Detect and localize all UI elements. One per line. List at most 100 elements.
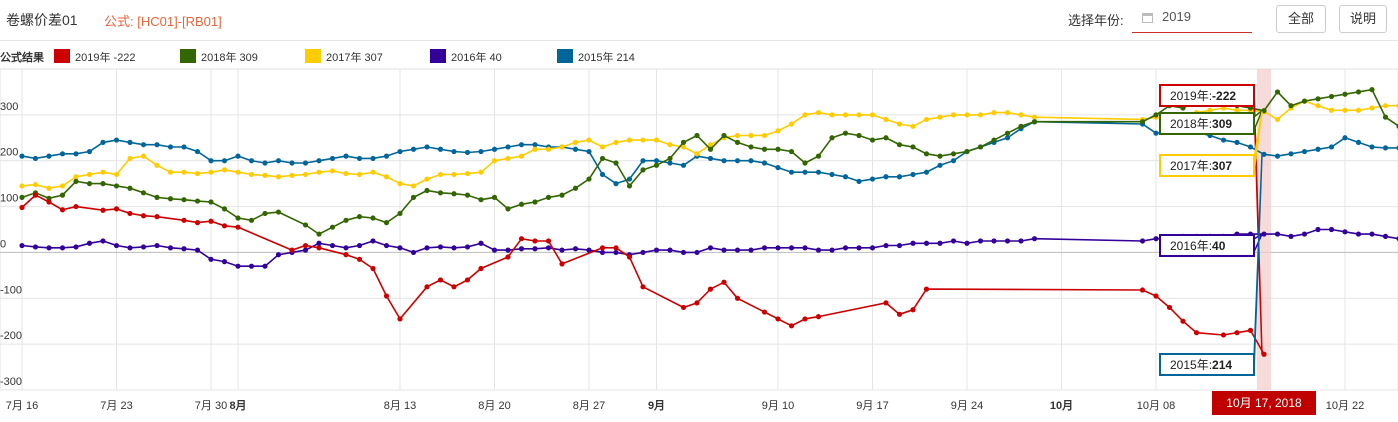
data-point bbox=[680, 249, 687, 256]
data-point bbox=[586, 148, 592, 155]
tooltip-box bbox=[1159, 112, 1255, 135]
data-point bbox=[640, 284, 646, 290]
x-tick-label: 8月 13 bbox=[384, 400, 416, 412]
data-point bbox=[221, 223, 228, 229]
legend-title: 公式结果 bbox=[0, 50, 44, 64]
data-point bbox=[518, 246, 525, 252]
data-point bbox=[680, 144, 687, 150]
help-button[interactable]: 说明 bbox=[1339, 5, 1387, 33]
data-point bbox=[734, 158, 741, 164]
crosshair-date-label: 10月 17, 2018 bbox=[1212, 391, 1316, 415]
data-point bbox=[505, 254, 511, 260]
data-point bbox=[1031, 119, 1038, 125]
data-point bbox=[829, 135, 835, 141]
data-point bbox=[437, 171, 444, 178]
data-point bbox=[532, 142, 538, 148]
data-point bbox=[437, 277, 444, 283]
data-point bbox=[559, 247, 565, 253]
data-point bbox=[383, 242, 390, 249]
data-point bbox=[707, 146, 714, 152]
data-point bbox=[923, 169, 930, 175]
data-point bbox=[1018, 112, 1024, 118]
data-point bbox=[424, 187, 430, 194]
year-picker[interactable]: 2019 bbox=[1132, 6, 1252, 33]
data-point bbox=[1342, 107, 1348, 113]
data-point bbox=[491, 146, 498, 152]
data-point bbox=[734, 295, 741, 301]
data-point bbox=[680, 304, 687, 311]
data-point bbox=[937, 153, 943, 159]
data-point bbox=[694, 151, 700, 157]
data-point bbox=[613, 139, 619, 145]
data-point bbox=[518, 142, 525, 148]
data-point bbox=[829, 112, 835, 118]
x-tick-label: 10月 22 bbox=[1326, 400, 1365, 412]
data-point bbox=[896, 174, 903, 180]
legend-swatch bbox=[54, 49, 70, 63]
tooltip-2018年: 2018年:309 bbox=[1159, 108, 1264, 135]
data-point bbox=[1301, 98, 1308, 104]
data-point bbox=[842, 130, 849, 136]
data-point bbox=[437, 146, 444, 152]
data-point bbox=[802, 316, 808, 322]
data-point bbox=[626, 176, 633, 182]
data-point bbox=[937, 114, 943, 120]
data-point bbox=[505, 144, 511, 150]
data-point bbox=[73, 244, 79, 250]
legend-label: 2019年 -222 bbox=[75, 50, 136, 64]
data-point bbox=[707, 245, 714, 251]
data-point bbox=[316, 245, 322, 251]
legend-label: 2016年 40 bbox=[451, 50, 502, 64]
data-point bbox=[869, 176, 876, 182]
data-point bbox=[329, 155, 336, 162]
data-point bbox=[46, 153, 52, 159]
data-point bbox=[46, 199, 52, 205]
data-point bbox=[316, 231, 322, 237]
data-point bbox=[923, 286, 930, 292]
data-point bbox=[761, 146, 768, 152]
line-chart: 公式结果 2019年 -222 2018年 309 2017年 307 2016年 40… bbox=[0, 49, 1398, 415]
data-point bbox=[545, 238, 552, 244]
data-point bbox=[221, 206, 228, 212]
data-point bbox=[505, 155, 511, 162]
data-point bbox=[964, 112, 970, 118]
data-point bbox=[1369, 87, 1375, 93]
data-point bbox=[910, 240, 916, 246]
data-point bbox=[59, 183, 66, 189]
data-point bbox=[302, 222, 309, 228]
data-point bbox=[370, 265, 376, 272]
data-point bbox=[856, 178, 862, 184]
data-point bbox=[937, 240, 943, 246]
data-point bbox=[59, 192, 66, 198]
data-point bbox=[383, 174, 390, 180]
data-point bbox=[842, 174, 849, 180]
data-point bbox=[599, 155, 606, 162]
tooltip-value: -222 bbox=[1212, 89, 1236, 103]
data-point bbox=[775, 245, 781, 251]
data-point bbox=[694, 300, 700, 306]
data-point bbox=[194, 247, 201, 253]
data-point bbox=[505, 247, 511, 253]
data-point bbox=[343, 217, 349, 223]
data-point bbox=[869, 112, 876, 118]
all-button[interactable]: 全部 bbox=[1276, 5, 1326, 33]
legend-swatch bbox=[305, 49, 321, 63]
legend-swatch bbox=[180, 49, 196, 63]
tooltip-2017年: 2017年:307 bbox=[1159, 111, 1263, 177]
data-point bbox=[46, 195, 52, 201]
data-point bbox=[707, 286, 714, 292]
series-2019年 bbox=[19, 192, 1267, 357]
data-point bbox=[154, 142, 160, 148]
data-point bbox=[370, 169, 376, 175]
data-point bbox=[32, 244, 39, 250]
data-point bbox=[370, 155, 376, 162]
data-point bbox=[275, 158, 282, 164]
data-point bbox=[950, 112, 957, 118]
data-point bbox=[113, 206, 120, 212]
data-point bbox=[910, 123, 916, 129]
x-tick-label: 8月 bbox=[229, 399, 246, 412]
data-point bbox=[640, 167, 646, 173]
y-tick-label: 100 bbox=[0, 193, 18, 205]
data-point bbox=[640, 249, 646, 256]
data-point bbox=[32, 155, 39, 162]
